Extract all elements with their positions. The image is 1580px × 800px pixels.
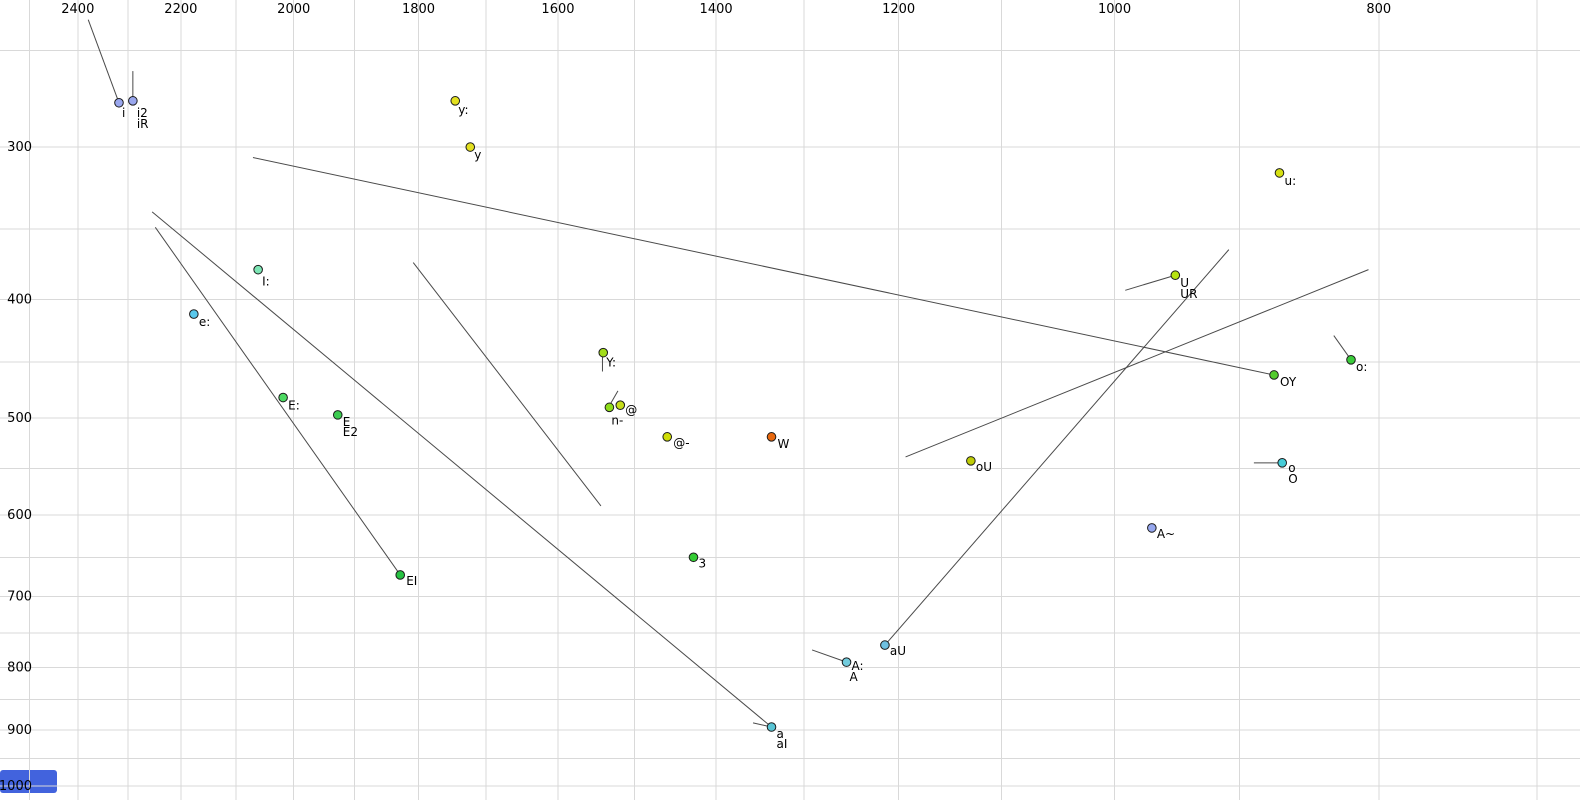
vowel-label-i: i [122, 106, 125, 120]
y-tick-label: 300 [7, 140, 32, 155]
trajectory-aU-glide [884, 249, 1230, 646]
vowel-label-a: a [777, 727, 784, 741]
x-tick-label: 2200 [164, 2, 197, 17]
vowel-label-o: o [1288, 461, 1295, 475]
vowel-point-A-nas[interactable] [1147, 523, 1157, 533]
x-tick-label: 1600 [541, 2, 574, 17]
trajectory-lines [87, 19, 1369, 728]
vowel-label-A-long: A [850, 670, 859, 684]
vowel-point-U[interactable] [1170, 270, 1181, 281]
vowel-label-oU: oU [976, 460, 992, 474]
vowel-point-I-long[interactable] [253, 264, 263, 275]
vowel-point-aU[interactable] [880, 640, 890, 650]
trajectory-n-tick [610, 390, 619, 404]
y-tick-label: 1000 [0, 779, 32, 794]
trajectory-aI-glide [151, 211, 772, 728]
vowel-label-E-long: E: [288, 399, 300, 413]
vowel-label-E: E2 [343, 425, 358, 439]
vowel-point-Y-long[interactable] [598, 347, 609, 358]
vowel-label-n-: n- [611, 413, 623, 427]
vowel-label-y: y [474, 148, 481, 162]
vowel-point-o-long[interactable] [1346, 355, 1356, 365]
y-tick-label: 600 [7, 508, 32, 523]
vowel-label-e-long: e: [199, 315, 210, 329]
trajectory-mid-glide [412, 262, 602, 507]
vowel-label-i2: i2 [137, 106, 148, 120]
vowel-label-y-long: y: [458, 103, 468, 117]
vowel-label-u-long: u: [1284, 174, 1296, 188]
vowel-label-OY: OY [1280, 375, 1297, 389]
vowel-label-o: O [1288, 472, 1297, 486]
vowel-label-W: W [778, 437, 790, 451]
vowel-label-A-long: A: [852, 659, 864, 673]
vowel-point-at-[interactable] [662, 432, 673, 442]
vowel-label-at: @ [625, 403, 637, 417]
y-tick-label: 700 [7, 590, 32, 605]
vowel-point-E-long[interactable] [278, 392, 288, 403]
x-axis-tick-labels: 2400 2200 2000 1800 1600 1400 1200 1000 800 [61, 2, 1391, 17]
x-tick-label: 1200 [882, 2, 915, 17]
vowel-point-y-long[interactable] [450, 96, 461, 106]
vowel-label-EI: EI [406, 574, 417, 588]
vowel-label-a: aI [777, 737, 788, 751]
y-tick-label: 900 [7, 723, 32, 738]
vowel-point-3[interactable] [688, 552, 699, 563]
vowel-point-i2[interactable] [128, 96, 138, 106]
trajectory-OY-glide [252, 157, 1275, 376]
vowel-label-o-long: o: [1356, 360, 1367, 374]
vowel-point-at[interactable] [615, 400, 626, 410]
vowel-point-A-long[interactable] [841, 657, 852, 667]
trajectory-U-tail [1125, 274, 1176, 291]
vowel-label-I-long: I: [262, 275, 270, 289]
vowel-point-y[interactable] [465, 142, 476, 152]
bottom-left-badge [0, 770, 57, 793]
vowel-point-W[interactable] [766, 432, 777, 442]
x-tick-label: 1400 [700, 2, 733, 17]
vowel-label-U: UR [1180, 287, 1197, 301]
x-tick-label: 800 [1366, 2, 1391, 17]
vowel-label-at-: @- [673, 436, 689, 450]
vowel-label-A-nas: A~ [1157, 527, 1175, 541]
trajectory-o:-tail [1333, 335, 1352, 361]
vowel-point-EI[interactable] [395, 570, 406, 580]
trajectory-oU-glide [905, 269, 1369, 458]
y-tick-label: 800 [7, 660, 32, 675]
vowel-point-E[interactable] [332, 410, 343, 420]
vowel-label-E: E [343, 415, 351, 429]
vowel-point-oU[interactable] [966, 456, 976, 466]
vowel-label-Y-long: Y: [605, 356, 616, 370]
trajectory-EI-glide [154, 227, 401, 576]
x-tick-label: 2400 [61, 2, 94, 17]
vowel-point-a[interactable] [766, 722, 777, 732]
vowel-label-3: 3 [698, 556, 706, 570]
y-tick-label: 500 [7, 411, 32, 426]
vowel-point-o[interactable] [1277, 458, 1287, 468]
x-tick-label: 1800 [402, 2, 435, 17]
x-tick-label: 2000 [277, 2, 310, 17]
trajectory-A:-tail [811, 649, 847, 663]
vowel-label-i2: iR [137, 117, 149, 131]
vowel-point-u-long[interactable] [1274, 168, 1285, 178]
trajectory-i-tail [87, 19, 120, 103]
vowel-label-U: U [1180, 276, 1189, 290]
vowel-point-OY[interactable] [1269, 370, 1279, 380]
vowel-label-aU: aU [890, 644, 906, 658]
y-axis-tick-labels: 300 400 500 600 700 800 900 1000 [0, 140, 32, 794]
vowel-point-e-long[interactable] [189, 309, 199, 319]
vowel-point-n-[interactable] [604, 402, 615, 413]
vowel-point-i[interactable] [114, 97, 124, 108]
x-tick-label: 1000 [1098, 2, 1131, 17]
y-tick-label: 400 [7, 293, 32, 308]
